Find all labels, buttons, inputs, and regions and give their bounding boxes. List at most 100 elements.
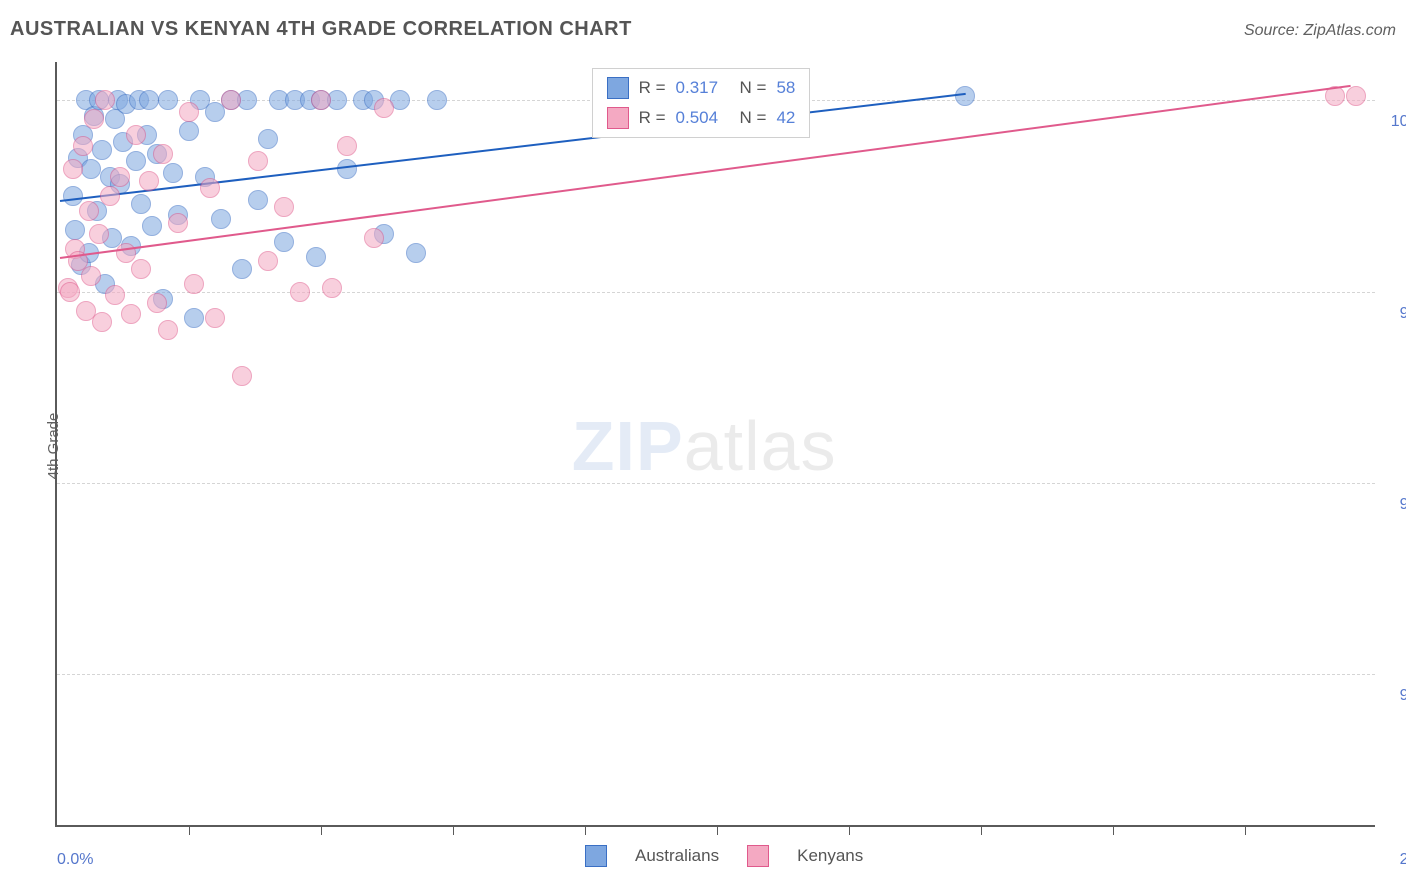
x-tick	[189, 825, 190, 835]
scatter-point	[100, 186, 120, 206]
scatter-point	[221, 90, 241, 110]
y-tick-label: 95.0%	[1381, 496, 1406, 514]
scatter-point	[205, 308, 225, 328]
scatter-point	[95, 90, 115, 110]
legend-series-label: Australians	[635, 846, 719, 866]
legend-stats: R = 0.317 N = 58 R = 0.504 N = 42	[592, 68, 811, 138]
scatter-point	[139, 90, 159, 110]
scatter-point	[84, 109, 104, 129]
scatter-point	[73, 136, 93, 156]
source-label: Source: ZipAtlas.com	[1244, 22, 1396, 40]
legend-n-value: 42	[776, 108, 795, 128]
watermark-atlas: atlas	[684, 407, 837, 485]
scatter-point	[1346, 86, 1366, 106]
legend-swatch	[607, 107, 629, 129]
legend-r-value: 0.504	[676, 108, 730, 128]
scatter-point	[79, 201, 99, 221]
scatter-point	[63, 186, 83, 206]
scatter-point	[131, 259, 151, 279]
chart-title: AUSTRALIAN VS KENYAN 4TH GRADE CORRELATI…	[10, 18, 632, 41]
scatter-point	[65, 220, 85, 240]
scatter-point	[274, 232, 294, 252]
x-tick	[717, 825, 718, 835]
legend-stats-row: R = 0.317 N = 58	[593, 73, 810, 103]
scatter-point	[126, 151, 146, 171]
scatter-point	[364, 228, 384, 248]
legend-r-value: 0.317	[676, 78, 730, 98]
scatter-point	[131, 194, 151, 214]
scatter-point	[158, 90, 178, 110]
scatter-point	[306, 247, 326, 267]
scatter-point	[211, 209, 231, 229]
legend-swatch	[607, 77, 629, 99]
scatter-point	[184, 308, 204, 328]
y-tick-label: 100.0%	[1381, 113, 1406, 131]
scatter-point	[179, 121, 199, 141]
scatter-point	[153, 144, 173, 164]
x-tick-label-max: 25.0%	[1381, 851, 1406, 869]
scatter-point	[126, 125, 146, 145]
scatter-point	[322, 278, 342, 298]
x-tick	[981, 825, 982, 835]
scatter-point	[163, 163, 183, 183]
scatter-point	[92, 140, 112, 160]
scatter-point	[92, 312, 112, 332]
scatter-point	[200, 178, 220, 198]
legend-stats-row: R = 0.504 N = 42	[593, 103, 810, 133]
legend-n-value: 58	[776, 78, 795, 98]
watermark-zip: ZIP	[572, 407, 684, 485]
scatter-point	[311, 90, 331, 110]
scatter-point	[81, 266, 101, 286]
scatter-point	[955, 86, 975, 106]
scatter-point	[179, 102, 199, 122]
scatter-point	[63, 159, 83, 179]
scatter-point	[248, 190, 268, 210]
scatter-point	[290, 282, 310, 302]
scatter-point	[105, 285, 125, 305]
scatter-point	[81, 159, 101, 179]
gridline	[57, 483, 1375, 484]
legend-n-label: N =	[740, 78, 767, 98]
scatter-point	[274, 197, 294, 217]
gridline	[57, 674, 1375, 675]
scatter-point	[232, 366, 252, 386]
x-tick-label-min: 0.0%	[57, 851, 93, 869]
scatter-point	[232, 259, 252, 279]
scatter-point	[158, 320, 178, 340]
y-tick-label: 92.5%	[1381, 687, 1406, 705]
plot-area: ZIPatlas 92.5%95.0%97.5%100.0%0.0%25.0%R…	[55, 62, 1375, 827]
x-tick	[585, 825, 586, 835]
scatter-point	[142, 216, 162, 236]
legend-swatch	[585, 845, 607, 867]
scatter-point	[406, 243, 426, 263]
legend-swatch	[747, 845, 769, 867]
watermark: ZIPatlas	[572, 406, 837, 486]
scatter-point	[248, 151, 268, 171]
legend-r-label: R =	[639, 78, 666, 98]
scatter-point	[168, 213, 188, 233]
scatter-point	[374, 98, 394, 118]
x-tick	[849, 825, 850, 835]
x-tick	[1245, 825, 1246, 835]
scatter-point	[258, 251, 278, 271]
scatter-point	[427, 90, 447, 110]
y-tick-label: 97.5%	[1381, 305, 1406, 323]
gridline	[57, 292, 1375, 293]
scatter-point	[110, 167, 130, 187]
scatter-point	[258, 129, 278, 149]
scatter-point	[147, 293, 167, 313]
x-tick	[1113, 825, 1114, 835]
scatter-point	[337, 136, 357, 156]
scatter-point	[184, 274, 204, 294]
legend-r-label: R =	[639, 108, 666, 128]
legend-series: Australians Kenyans	[585, 845, 863, 867]
x-tick	[453, 825, 454, 835]
scatter-point	[60, 282, 80, 302]
x-tick	[321, 825, 322, 835]
scatter-point	[89, 224, 109, 244]
scatter-point	[139, 171, 159, 191]
legend-n-label: N =	[740, 108, 767, 128]
scatter-point	[121, 304, 141, 324]
legend-series-label: Kenyans	[797, 846, 863, 866]
scatter-point	[337, 159, 357, 179]
